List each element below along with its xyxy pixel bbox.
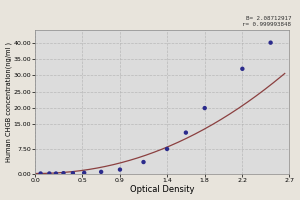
Point bbox=[202, 106, 207, 110]
Point bbox=[47, 172, 52, 175]
X-axis label: Optical Density: Optical Density bbox=[130, 185, 195, 194]
Point bbox=[61, 172, 66, 175]
Point bbox=[165, 147, 170, 151]
Point bbox=[118, 168, 122, 171]
Point bbox=[99, 170, 103, 173]
Point bbox=[70, 172, 75, 175]
Point bbox=[240, 67, 245, 70]
Y-axis label: Human CHGB concentration(ng/ml ): Human CHGB concentration(ng/ml ) bbox=[6, 41, 12, 162]
Text: B= 2.08712917
r= 0.999993848: B= 2.08712917 r= 0.999993848 bbox=[242, 16, 291, 27]
Point bbox=[268, 41, 273, 44]
Point bbox=[82, 171, 87, 174]
Point bbox=[141, 160, 146, 164]
Point bbox=[38, 172, 43, 175]
Point bbox=[53, 172, 58, 175]
Point bbox=[184, 131, 188, 134]
